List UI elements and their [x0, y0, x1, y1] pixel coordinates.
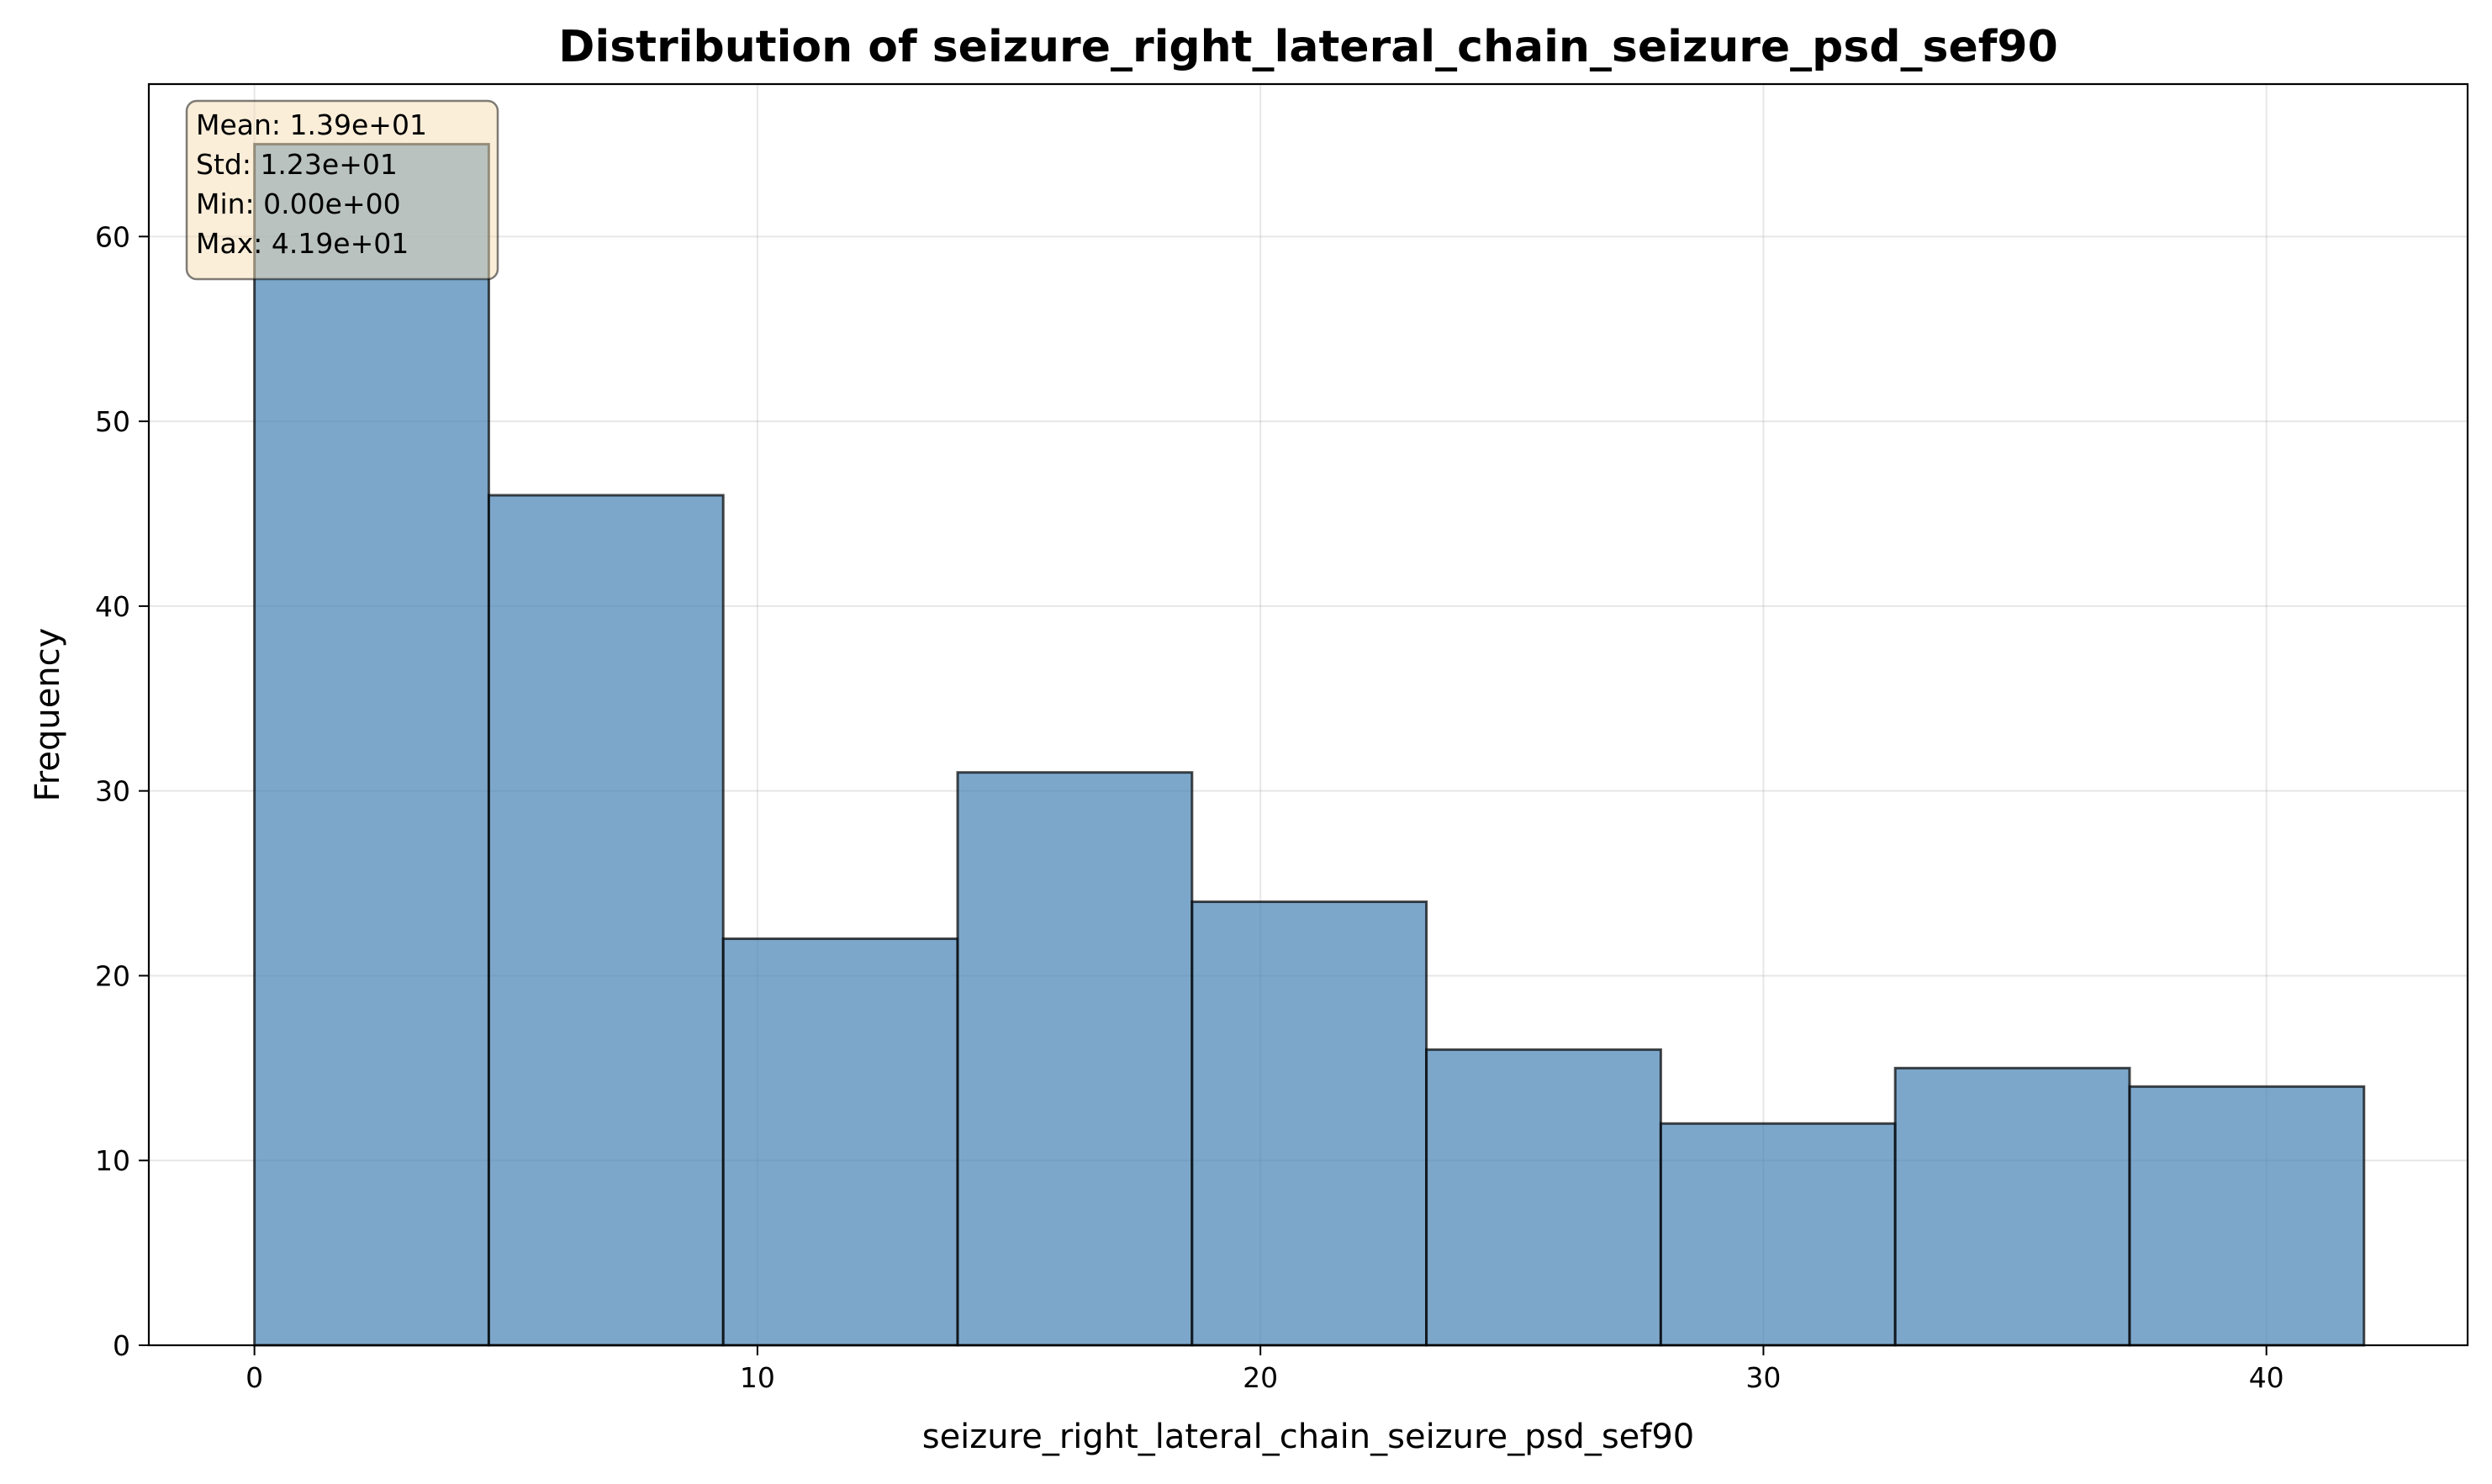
histogram-bar-2 [487, 494, 725, 1347]
x-tick-label: 10 [740, 1361, 775, 1394]
y-tick-label: 20 [95, 959, 130, 992]
histogram-bar-9 [2128, 1085, 2366, 1347]
y-axis-label: Frequency [29, 628, 67, 802]
chart-title: Distribution of seizure_right_lateral_ch… [558, 22, 2058, 72]
y-tick-label: 0 [113, 1329, 130, 1362]
axis-ticks: 0 10 20 30 40 0 10 20 30 40 50 60 [95, 220, 2284, 1394]
x-tick-label: 0 [246, 1361, 263, 1394]
x-axis-label: seizure_right_lateral_chain_seizure_psd_… [922, 1418, 1695, 1456]
y-tick-label: 30 [95, 775, 130, 808]
histogram-bar-4 [956, 771, 1194, 1347]
histogram-bar-1 [253, 142, 490, 1347]
histogram-bar-5 [1191, 900, 1428, 1347]
stats-line: Std: 1.23e+01 [196, 148, 398, 181]
histogram-bar-7 [1659, 1122, 1897, 1347]
x-tick-label: 40 [2249, 1361, 2284, 1394]
plot-frame [147, 82, 2469, 1347]
y-tick-label: 10 [95, 1144, 130, 1177]
histogram-bar-3 [721, 937, 959, 1347]
y-tick-label: 60 [95, 220, 130, 253]
x-tick-label: 20 [1243, 1361, 1278, 1394]
y-tick-label: 40 [95, 590, 130, 623]
stats-box-background [185, 99, 499, 281]
stats-line: Min: 0.00e+00 [196, 187, 401, 220]
histogram-bar-8 [1893, 1066, 2131, 1347]
stats-line: Max: 4.19e+01 [196, 227, 409, 260]
histogram-bars [253, 142, 2366, 1347]
histogram-bar-6 [1425, 1048, 1662, 1347]
x-tick-label: 30 [1745, 1361, 1781, 1394]
stats-box: Mean: 1.39e+01 Std: 1.23e+01 Min: 0.00e+00… [185, 99, 499, 281]
stats-line: Mean: 1.39e+01 [196, 108, 427, 141]
y-tick-label: 50 [95, 405, 130, 438]
